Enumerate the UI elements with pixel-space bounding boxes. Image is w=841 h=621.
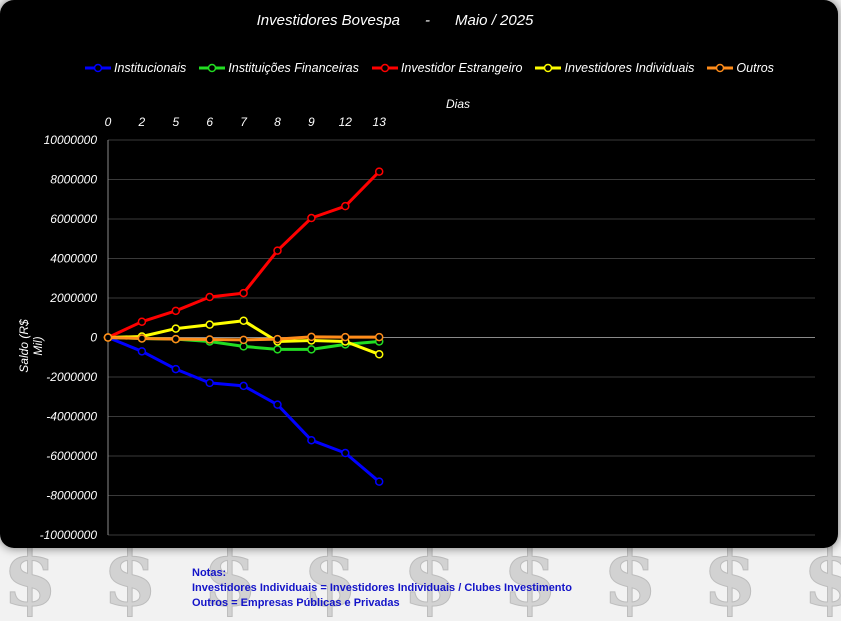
data-point bbox=[171, 334, 181, 344]
y-tick-label: -2000000 bbox=[46, 370, 97, 384]
x-tick-label: 9 bbox=[308, 115, 315, 129]
data-point bbox=[307, 435, 316, 445]
y-tick-label: -6000000 bbox=[46, 449, 97, 463]
y-tick-label: -4000000 bbox=[46, 410, 97, 424]
x-tick-label: 7 bbox=[240, 115, 248, 129]
y-tick-label: 4000000 bbox=[50, 252, 97, 266]
data-point bbox=[273, 246, 282, 255]
data-point bbox=[341, 448, 350, 458]
legend-marker-icon bbox=[85, 63, 111, 73]
data-point bbox=[239, 316, 248, 325]
legend-marker-icon bbox=[535, 63, 562, 73]
series-line bbox=[107, 336, 381, 483]
data-point bbox=[103, 333, 113, 342]
data-point bbox=[307, 332, 316, 342]
x-tick-label: 8 bbox=[274, 115, 281, 129]
legend-label: Investidor Estrangeiro bbox=[400, 61, 523, 75]
data-point bbox=[171, 324, 181, 333]
y-tick-label: 0 bbox=[90, 331, 97, 345]
x-tick-label: 0 bbox=[105, 115, 112, 129]
x-tick-label: 2 bbox=[138, 115, 146, 129]
y-tick-label: 2000000 bbox=[49, 291, 97, 305]
legend-item-outros[interactable]: Outros bbox=[706, 61, 774, 75]
data-point bbox=[374, 332, 384, 342]
data-point bbox=[239, 335, 248, 345]
legend-label: Outros bbox=[736, 61, 774, 75]
y-tick-label: 10000000 bbox=[44, 133, 98, 147]
chart-panel: Investidores Bovespa - Maio / 2025 Insti… bbox=[0, 0, 838, 548]
legend-item-instituicoes-financeiras[interactable]: Instituições Financeiras bbox=[198, 61, 359, 75]
data-point bbox=[307, 213, 316, 223]
y-tick-label: -10000000 bbox=[40, 528, 98, 542]
data-point bbox=[374, 350, 384, 359]
legend: Institucionais Instituições Financeiras … bbox=[84, 58, 786, 78]
data-point bbox=[374, 477, 384, 486]
x-tick-label: 13 bbox=[373, 115, 387, 129]
legend-item-investidores-individuais[interactable]: Investidores Individuais bbox=[534, 61, 694, 75]
data-point bbox=[205, 378, 214, 388]
legend-label: Instituições Financeiras bbox=[228, 61, 359, 75]
x-axis-title: Dias bbox=[446, 97, 471, 111]
x-tick-label: 6 bbox=[206, 115, 213, 129]
x-tick-label: 5 bbox=[172, 115, 179, 129]
notes: Notas: Investidores Individuais = Invest… bbox=[192, 566, 572, 611]
data-point bbox=[205, 292, 214, 302]
data-point bbox=[137, 334, 147, 343]
legend-marker-icon bbox=[199, 63, 226, 73]
notes-line-2: Outros = Empresas Públicas e Privadas bbox=[192, 597, 400, 609]
data-point bbox=[273, 334, 282, 344]
data-point bbox=[374, 167, 384, 176]
data-point bbox=[171, 364, 181, 374]
data-point bbox=[341, 332, 350, 342]
data-point bbox=[307, 345, 316, 354]
series-line bbox=[107, 170, 381, 339]
data-point bbox=[239, 381, 248, 391]
y-tick-label: 8000000 bbox=[50, 173, 97, 187]
data-point bbox=[273, 400, 282, 409]
notes-line-1: Investidores Individuais = Investidores … bbox=[192, 582, 572, 594]
data-point bbox=[171, 306, 181, 316]
data-point bbox=[137, 347, 147, 356]
notes-heading: Notas: bbox=[192, 567, 227, 579]
legend-marker-icon bbox=[371, 63, 398, 73]
data-point bbox=[273, 345, 282, 354]
plot-area: 10000000 8000000 6000000 4000000 2000000 0 -20… bbox=[40, 115, 815, 542]
chart-title: Investidores Bovespa - Maio / 2025 bbox=[256, 12, 534, 29]
legend-item-institucionais[interactable]: Institucionais bbox=[84, 61, 186, 75]
legend-marker-icon bbox=[707, 63, 734, 73]
data-point bbox=[239, 288, 248, 298]
data-point bbox=[205, 335, 214, 344]
data-point bbox=[205, 320, 214, 329]
legend-label: Investidores Individuais bbox=[564, 61, 695, 75]
y-tick-label: 6000000 bbox=[50, 212, 97, 226]
x-tick-label: 12 bbox=[339, 115, 353, 129]
legend-label: Institucionais bbox=[114, 61, 187, 75]
y-tick-label: -8000000 bbox=[46, 489, 97, 503]
data-point bbox=[341, 201, 350, 211]
legend-item-investidor-estrangeiro[interactable]: Investidor Estrangeiro bbox=[371, 61, 523, 75]
data-point bbox=[137, 317, 147, 326]
